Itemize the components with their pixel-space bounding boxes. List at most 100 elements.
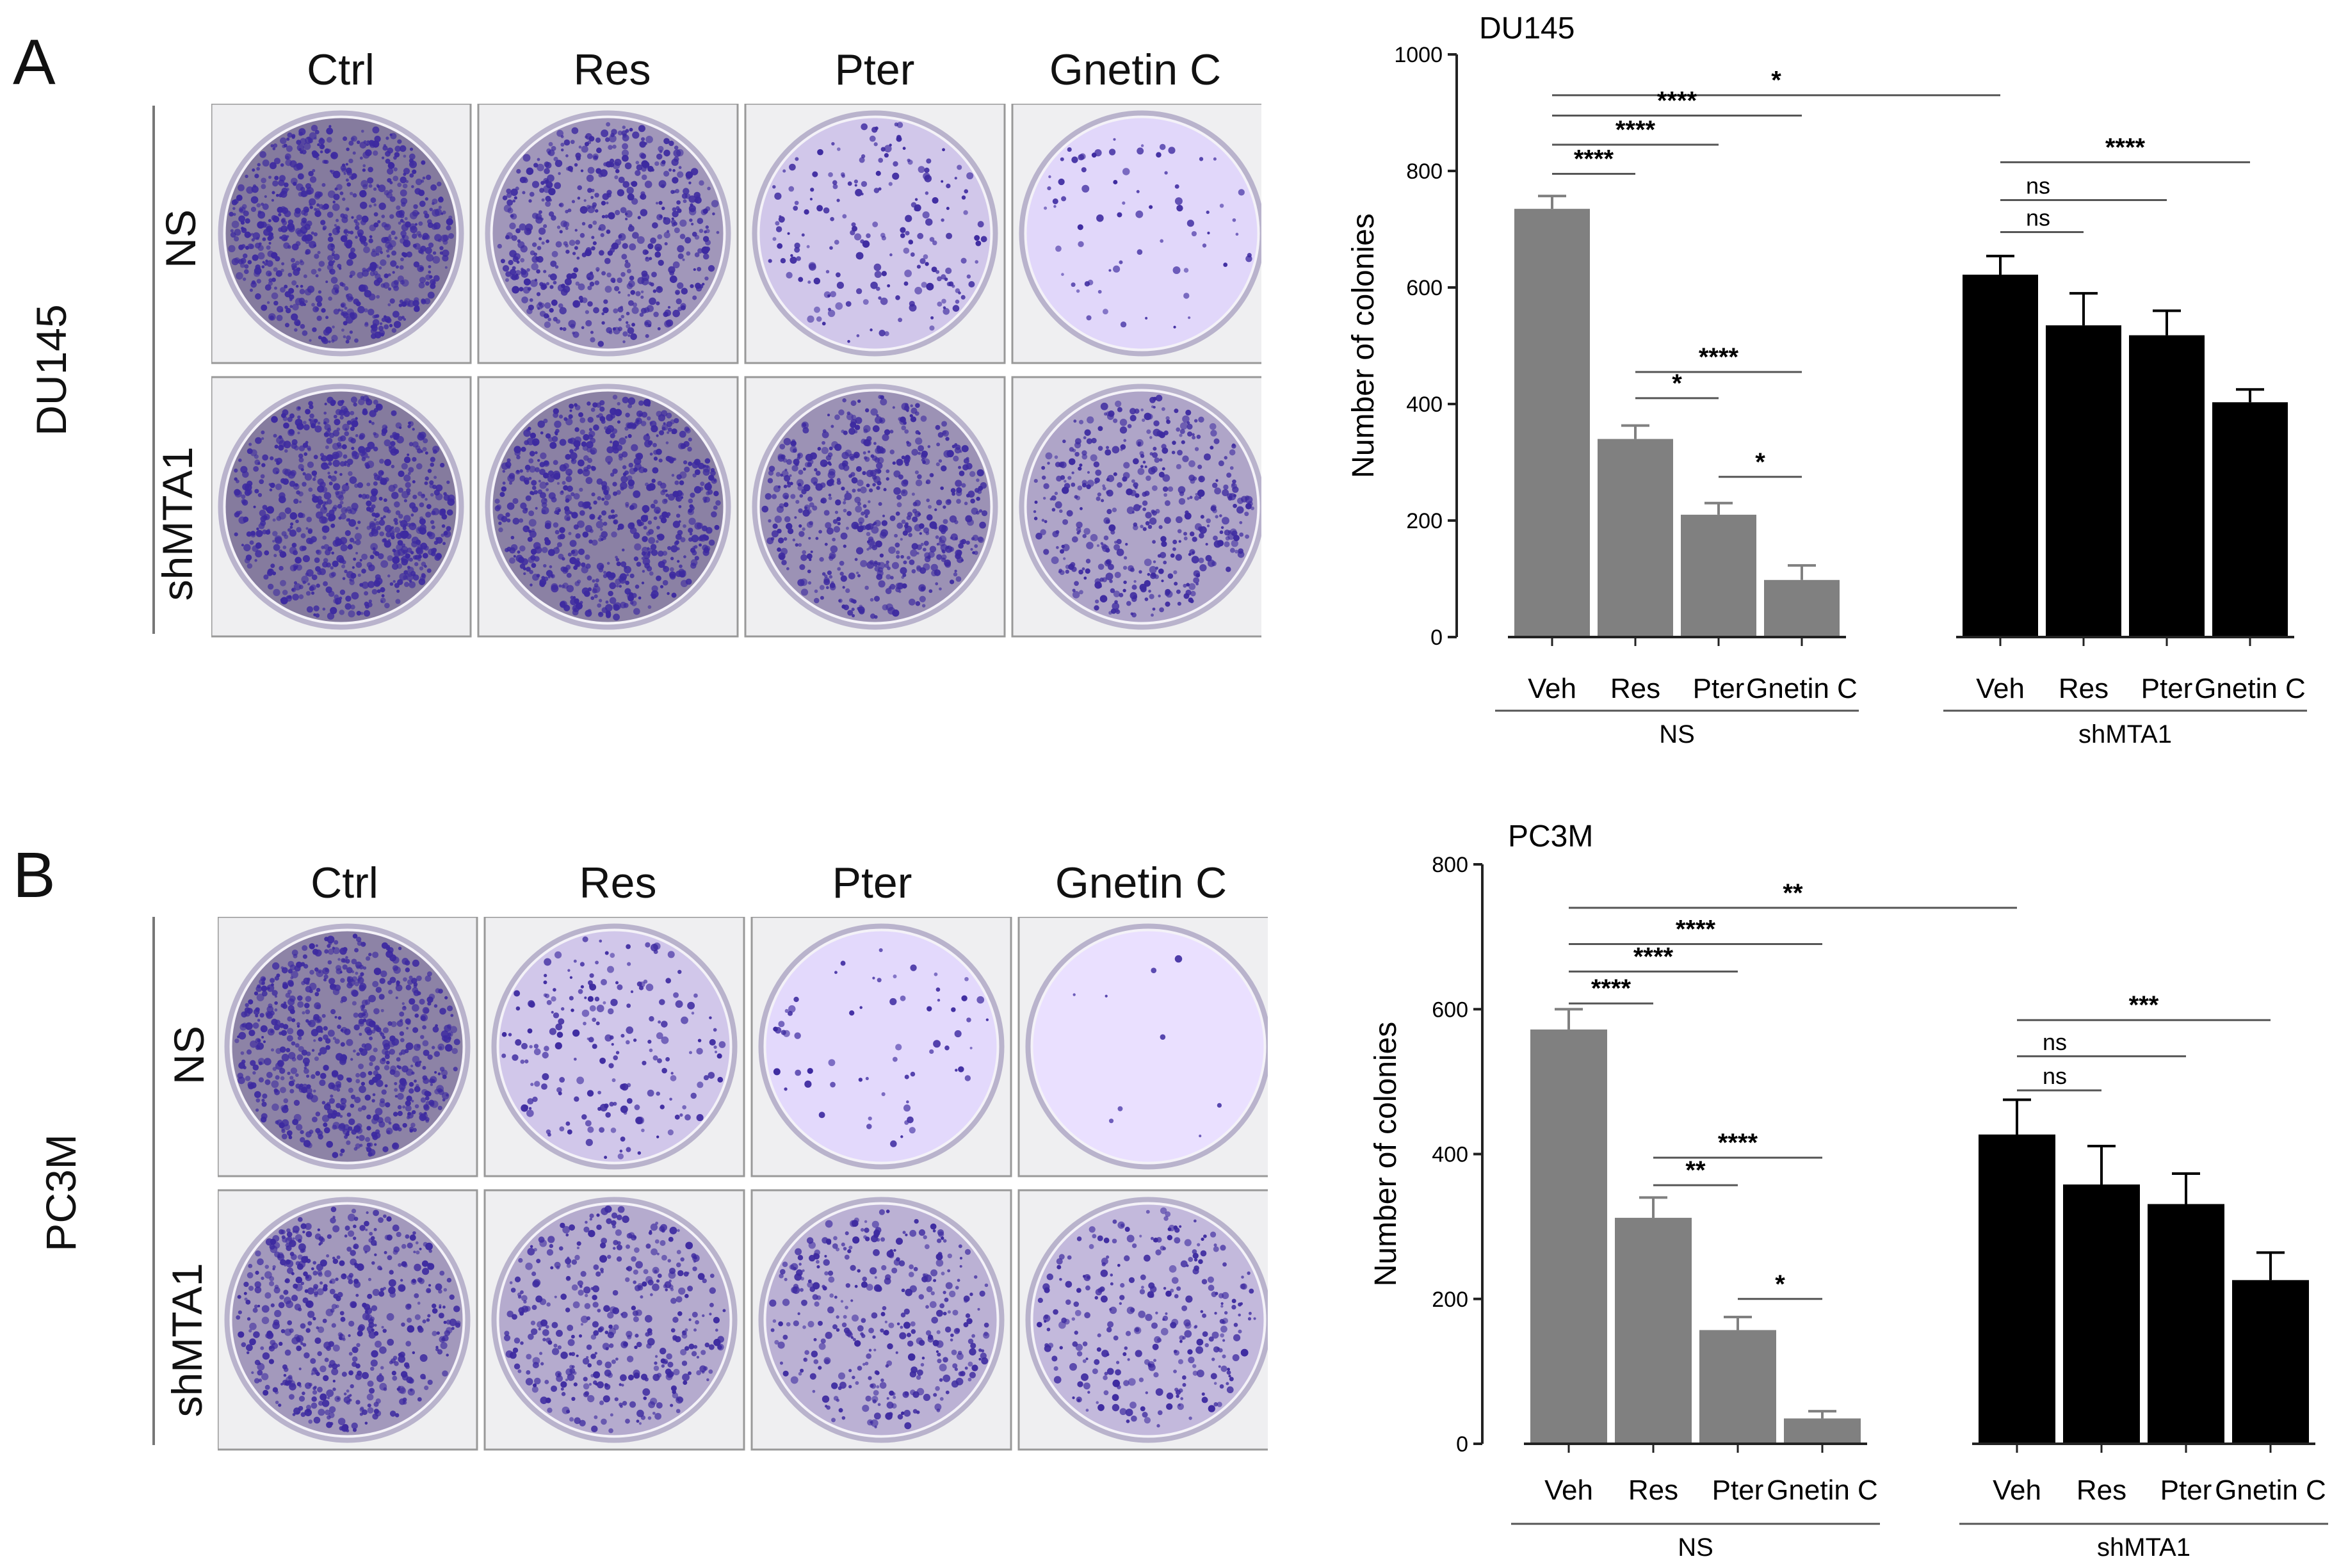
significance-label: ****	[1676, 915, 1716, 943]
y-tick-label: 200	[1406, 509, 1443, 533]
x-tick-label: Res	[2077, 1475, 2126, 1506]
bar-ns-gnetinc	[1764, 579, 1840, 637]
dish-gnetinc-shmta1	[1011, 376, 1261, 638]
significance-label: *	[1775, 1270, 1785, 1298]
x-tick-label: Veh	[1528, 673, 1576, 704]
bar-ns-veh	[1514, 209, 1590, 637]
bar-shmta1-res	[2063, 1184, 2140, 1444]
chart-title: DU145	[1479, 12, 1575, 45]
bar-shmta1-veh	[1963, 274, 2038, 638]
significance-label: **	[1685, 1156, 1706, 1184]
significance-label: ****	[1657, 87, 1697, 115]
bar-shmta1-gnetinc	[2212, 402, 2288, 637]
dish-res-ns	[477, 104, 739, 364]
significance-label: ns	[2043, 1029, 2067, 1055]
x-tick-label: Pter	[1693, 673, 1745, 704]
significance-label: ns	[2043, 1063, 2067, 1089]
y-tick-label: 600	[1432, 998, 1468, 1022]
significance-label: *	[1755, 448, 1765, 476]
group-label: NS	[1659, 720, 1695, 748]
dish-pter-ns	[744, 104, 1006, 364]
y-tick-label: 1000	[1394, 43, 1443, 67]
dish-gnetinc-ns	[1017, 917, 1268, 1177]
x-tick-label: Gnetin C	[2215, 1475, 2326, 1506]
x-tick-label: Gnetin C	[1767, 1475, 1878, 1506]
panel-a-col-res: Res	[573, 45, 651, 94]
chart-title: PC3M	[1508, 820, 1593, 853]
significance-label: **	[1783, 879, 1803, 907]
panel-b-dish-grid	[218, 917, 1268, 1451]
panel-b-row-divider	[152, 917, 155, 1445]
y-axis-label: Number of colonies	[1347, 213, 1380, 478]
significance-label: *	[1672, 369, 1682, 398]
panel-a-col-gnetinc: Gnetin C	[1049, 45, 1222, 94]
panel-b-col-pter: Pter	[832, 859, 912, 907]
significance-label: ****	[1718, 1129, 1758, 1157]
x-tick-label: Gnetin C	[1746, 673, 1858, 704]
x-tick-label: Pter	[1712, 1475, 1764, 1506]
dish-ctrl-shmta1	[211, 376, 472, 638]
significance-label: *	[1771, 67, 1781, 95]
dish-res-shmta1	[477, 376, 739, 638]
panel-a-letter: A	[13, 26, 56, 98]
x-tick-label: Res	[1628, 1475, 1678, 1506]
panel-a-row-divider	[152, 106, 155, 634]
significance-label: ****	[1591, 974, 1631, 1003]
bar-ns-pter	[1681, 514, 1756, 637]
significance-label: ns	[2026, 205, 2050, 231]
x-tick-label: Veh	[1544, 1475, 1593, 1506]
dish-pter-shmta1	[744, 376, 1006, 638]
bar-ns-res	[1615, 1218, 1692, 1444]
significance-label: ****	[1615, 116, 1656, 144]
panel-b-col-ctrl: Ctrl	[311, 859, 378, 907]
group-label: NS	[1678, 1533, 1713, 1562]
x-tick-label: Res	[1610, 673, 1660, 704]
panel-a-row-ns: NS	[157, 209, 204, 268]
group-label: shMTA1	[2078, 720, 2172, 748]
y-tick-label: 0	[1456, 1432, 1468, 1457]
dish-gnetinc-shmta1	[1017, 1189, 1268, 1451]
dish-ctrl-ns	[218, 917, 478, 1177]
bar-shmta1-pter	[2148, 1204, 2224, 1444]
dish-gnetinc-ns	[1011, 104, 1261, 364]
panel-b-col-res: Res	[579, 859, 657, 907]
bar-ns-res	[1598, 439, 1673, 637]
bar-shmta1-gnetinc	[2232, 1280, 2309, 1444]
x-tick-label: Pter	[2141, 673, 2193, 704]
dish-pter-shmta1	[750, 1189, 1012, 1451]
chart-du145: DU145 0 200 400 600 800 1000 Number of colonies…	[1347, 12, 2307, 748]
significance-label: ***	[2129, 991, 2159, 1019]
dish-pter-ns	[750, 917, 1012, 1177]
bar-shmta1-res	[2046, 325, 2121, 637]
y-tick-label: 400	[1432, 1143, 1468, 1167]
panel-a-dish-grid	[211, 104, 1261, 638]
panel-a-col-pter: Pter	[834, 45, 915, 94]
chart-pc3m: PC3M 0 200 400 600 800 Number of colonies Veh Re…	[1369, 820, 2328, 1562]
significance-label: ****	[1574, 145, 1614, 174]
panel-b-row-shmta1: shMTA1	[163, 1263, 211, 1418]
significance-label: ns	[2026, 173, 2050, 199]
panel-a-cell-line: DU145	[28, 304, 75, 436]
bar-shmta1-veh	[1979, 1134, 2055, 1444]
x-tick-label: Veh	[1993, 1475, 2041, 1506]
y-tick-label: 600	[1406, 276, 1443, 300]
dish-ctrl-shmta1	[218, 1189, 478, 1451]
x-tick-label: Pter	[2160, 1475, 2212, 1506]
group-label: shMTA1	[2097, 1533, 2190, 1562]
bar-ns-pter	[1699, 1330, 1776, 1444]
panel-a-row-shmta1: shMTA1	[154, 446, 201, 601]
y-tick-label: 800	[1432, 853, 1468, 877]
y-axis-label: Number of colonies	[1369, 1022, 1403, 1287]
dish-res-shmta1	[483, 1189, 745, 1451]
panel-b-letter: B	[13, 839, 56, 911]
significance-label: ****	[1633, 942, 1674, 971]
y-tick-label: 200	[1432, 1288, 1468, 1312]
dish-res-ns	[483, 917, 745, 1177]
panel-b-cell-line: PC3M	[37, 1134, 85, 1252]
panel-b-col-gnetinc: Gnetin C	[1055, 859, 1227, 907]
x-tick-label: Gnetin C	[2194, 673, 2306, 704]
y-tick-label: 800	[1406, 159, 1443, 184]
y-tick-label: 0	[1430, 626, 1443, 650]
x-tick-label: Veh	[1976, 673, 2025, 704]
bar-ns-veh	[1530, 1029, 1607, 1444]
